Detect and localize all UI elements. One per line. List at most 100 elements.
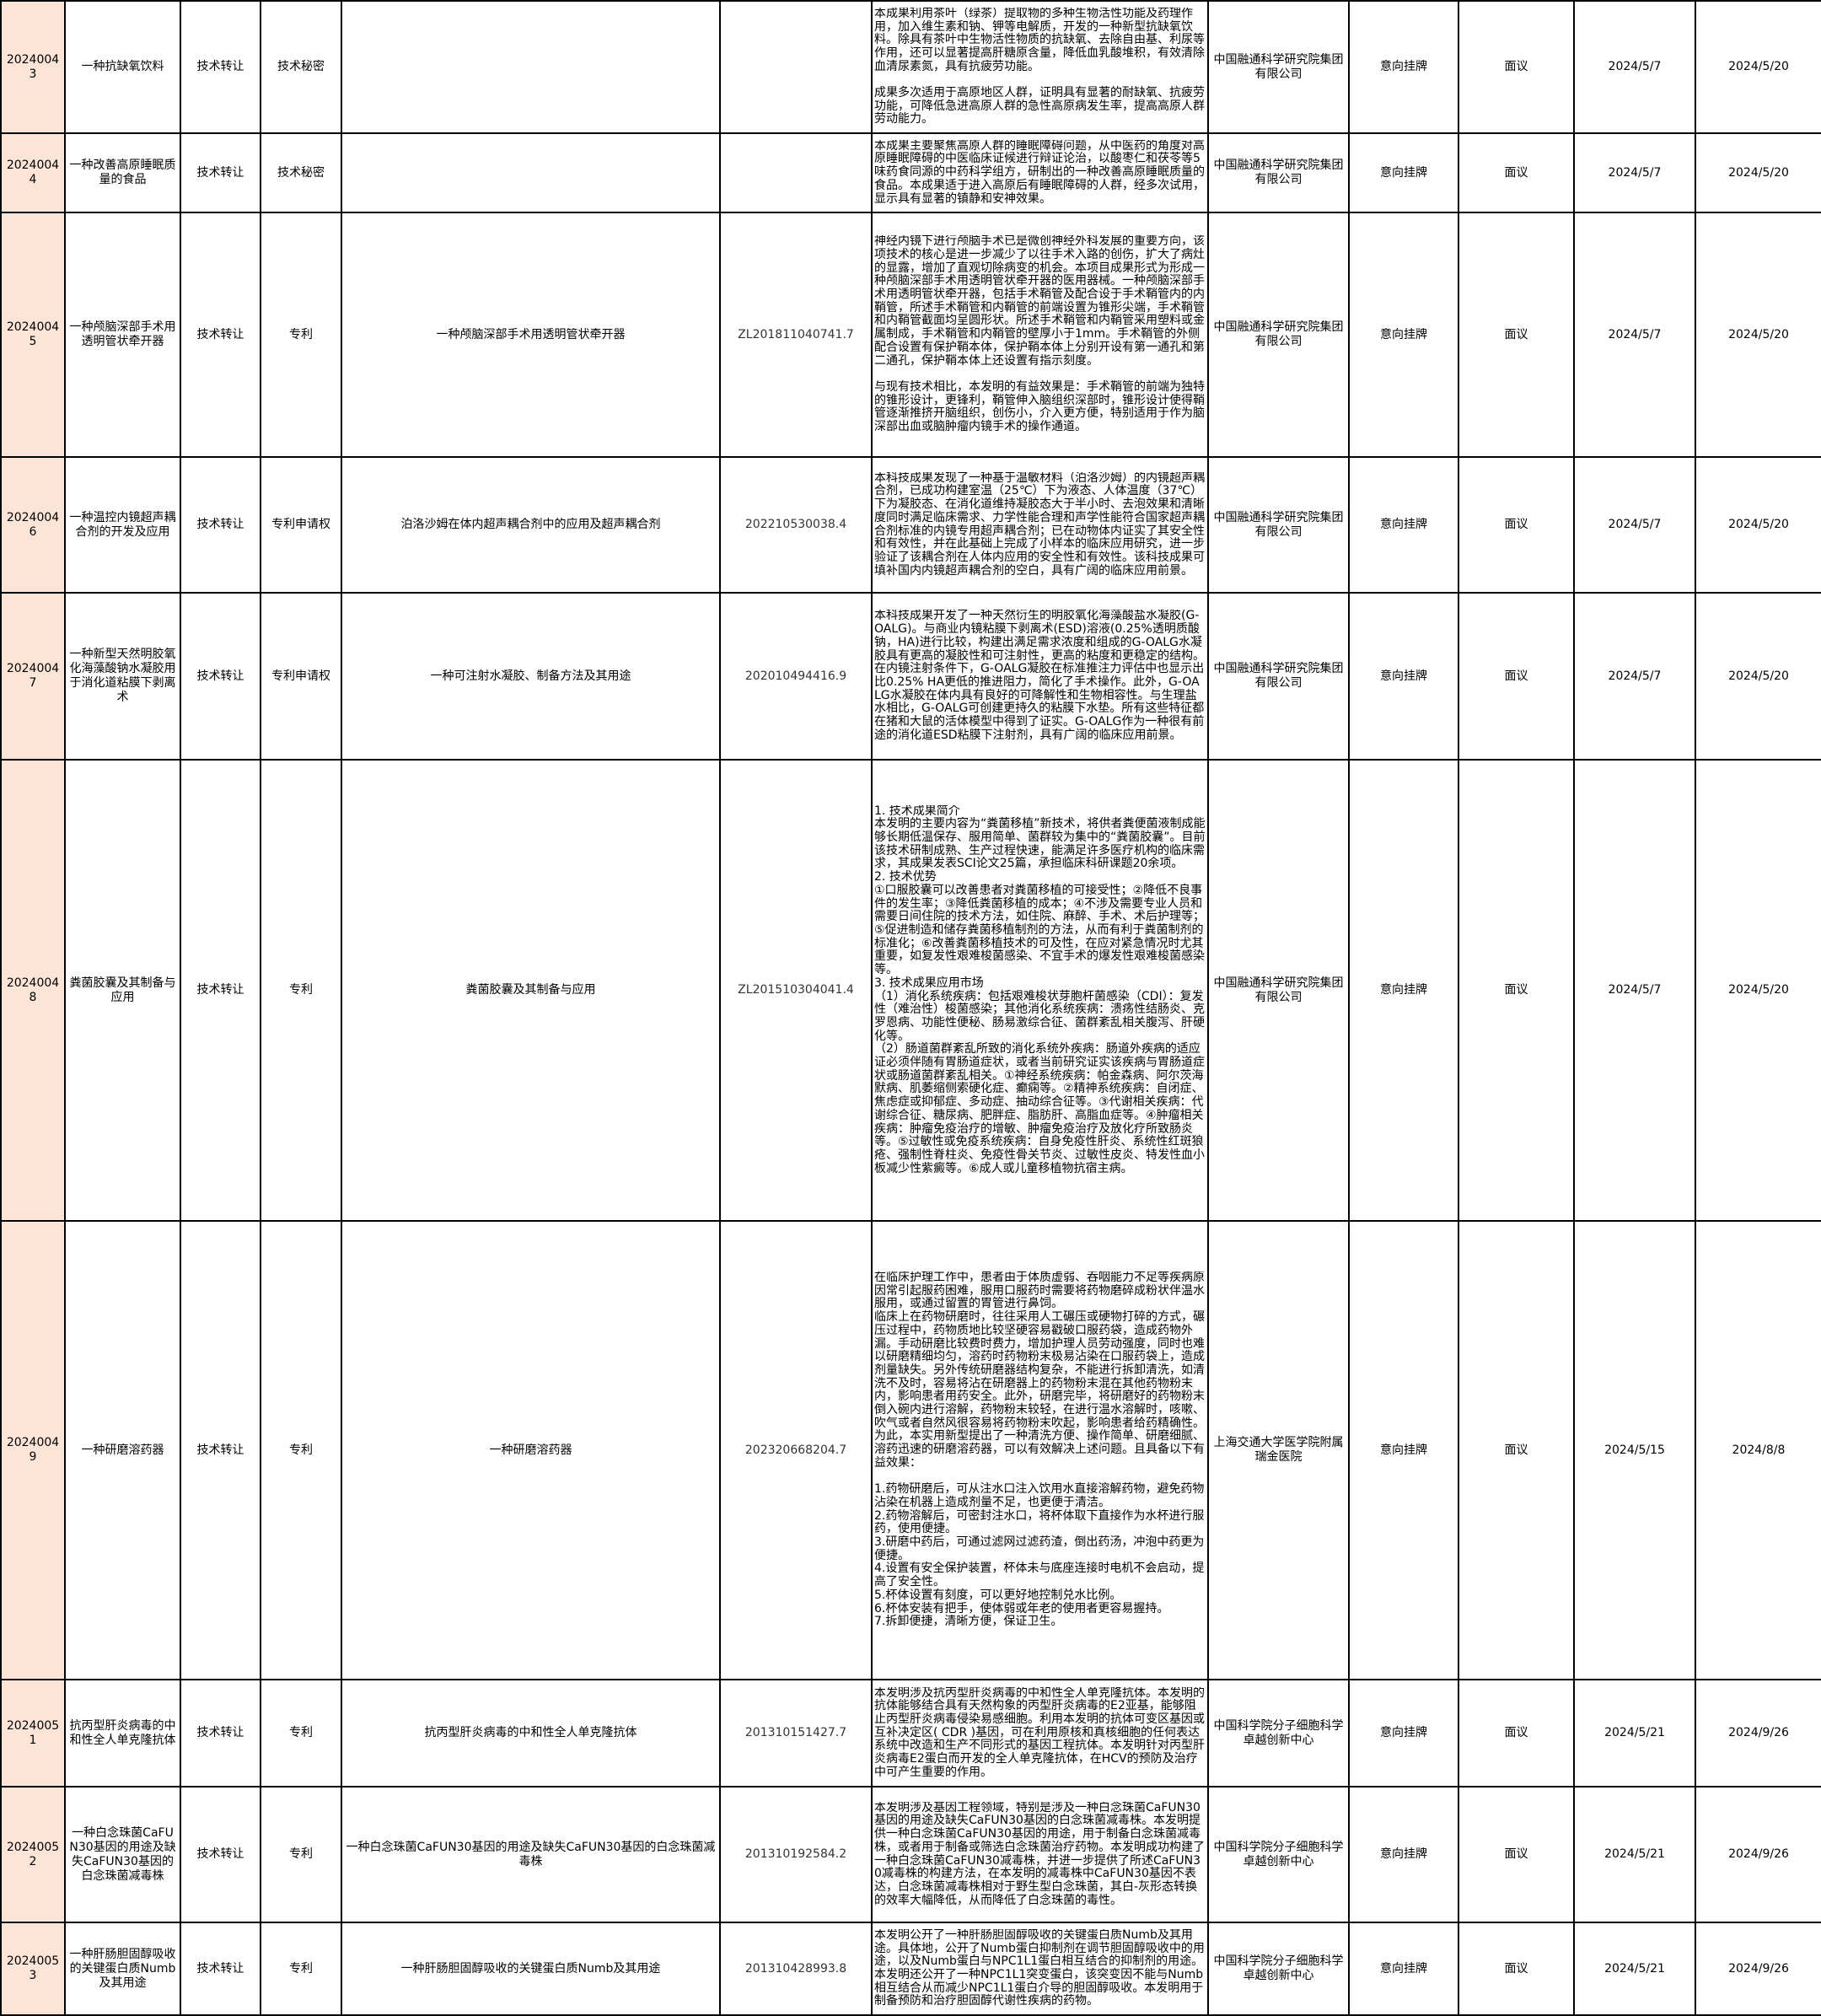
- price-cell[interactable]: 面议: [1458, 1786, 1575, 1923]
- listing-type-cell[interactable]: 意向挂牌: [1348, 1922, 1459, 2016]
- organization-cell[interactable]: 中国科学院分子细胞科学卓越创新中心: [1207, 1786, 1350, 1923]
- ip-type-cell[interactable]: 专利: [260, 212, 342, 458]
- transfer-mode-cell[interactable]: 技术转让: [180, 759, 261, 1222]
- patent-number-cell[interactable]: ZL201811040741.7: [719, 212, 873, 458]
- patent-number-cell[interactable]: 201310192584.2: [719, 1786, 873, 1923]
- name-cell[interactable]: 粪菌胶囊及其制备与应用: [64, 759, 181, 1222]
- listing-type-cell[interactable]: 意向挂牌: [1348, 0, 1459, 134]
- organization-cell[interactable]: 中国融通科学研究院集团有限公司: [1207, 0, 1350, 134]
- organization-cell[interactable]: 中国融通科学研究院集团有限公司: [1207, 132, 1350, 213]
- price-cell[interactable]: 面议: [1458, 592, 1575, 761]
- transfer-mode-cell[interactable]: 技术转让: [180, 1679, 261, 1788]
- name-cell[interactable]: 一种抗缺氧饮料: [64, 0, 181, 134]
- description-cell[interactable]: 在临床护理工作中，患者由于体质虚弱、吞咽能力不足等疾病原因常引起服药困难，服用口…: [871, 1220, 1209, 1680]
- price-cell[interactable]: 面议: [1458, 0, 1575, 134]
- listing-type-cell[interactable]: 意向挂牌: [1348, 132, 1459, 213]
- id-cell[interactable]: 20240045: [0, 212, 66, 458]
- organization-cell[interactable]: 中国融通科学研究院集团有限公司: [1207, 456, 1350, 594]
- listing-type-cell[interactable]: 意向挂牌: [1348, 759, 1459, 1222]
- description-cell[interactable]: 本发明公开了一种肝肠胆固醇吸收的关键蛋白质Numb及其用途。具体地，公开了Num…: [871, 1922, 1209, 2016]
- patent-number-cell[interactable]: 202320668204.7: [719, 1220, 873, 1680]
- patent-name-cell[interactable]: 一种白念珠菌CaFUN30基因的用途及缺失CaFUN30基因的白念珠菌减毒株: [341, 1786, 721, 1923]
- id-cell[interactable]: 20240043: [0, 0, 66, 134]
- transfer-mode-cell[interactable]: 技术转让: [180, 132, 261, 213]
- ip-type-cell[interactable]: 专利: [260, 759, 342, 1222]
- description-cell[interactable]: 本发明涉及抗丙型肝炎病毒的中和性全人单克隆抗体。本发明的抗体能够结合具有天然构象…: [871, 1679, 1209, 1788]
- listing-type-cell[interactable]: 意向挂牌: [1348, 1679, 1459, 1788]
- listing-type-cell[interactable]: 意向挂牌: [1348, 1786, 1459, 1923]
- organization-cell[interactable]: 上海交通大学医学院附属瑞金医院: [1207, 1220, 1350, 1680]
- price-cell[interactable]: 面议: [1458, 1679, 1575, 1788]
- ip-type-cell[interactable]: 技术秘密: [260, 0, 342, 134]
- name-cell[interactable]: 一种研磨溶药器: [64, 1220, 181, 1680]
- end-date-cell[interactable]: 2024/5/20: [1695, 212, 1821, 458]
- patent-number-cell[interactable]: 202010494416.9: [719, 592, 873, 761]
- ip-type-cell[interactable]: 专利: [260, 1786, 342, 1923]
- end-date-cell[interactable]: 2024/5/20: [1695, 456, 1821, 594]
- id-cell[interactable]: 20240048: [0, 759, 66, 1222]
- organization-cell[interactable]: 中国融通科学研究院集团有限公司: [1207, 592, 1350, 761]
- description-cell[interactable]: 1. 技术成果简介 本发明的主要内容为“粪菌移植”新技术，将供者粪便菌液制成能够…: [871, 759, 1209, 1222]
- price-cell[interactable]: 面议: [1458, 1220, 1575, 1680]
- start-date-cell[interactable]: 2024/5/7: [1573, 759, 1696, 1222]
- listing-type-cell[interactable]: 意向挂牌: [1348, 456, 1459, 594]
- patent-number-cell[interactable]: [719, 0, 873, 134]
- id-cell[interactable]: 20240051: [0, 1679, 66, 1788]
- patent-number-cell[interactable]: 201310151427.7: [719, 1679, 873, 1788]
- id-cell[interactable]: 20240047: [0, 592, 66, 761]
- name-cell[interactable]: 一种肝肠胆固醇吸收的关键蛋白质Numb及其用途: [64, 1922, 181, 2016]
- start-date-cell[interactable]: 2024/5/7: [1573, 592, 1696, 761]
- patent-name-cell[interactable]: 一种研磨溶药器: [341, 1220, 721, 1680]
- patent-number-cell[interactable]: 201310428993.8: [719, 1922, 873, 2016]
- organization-cell[interactable]: 中国科学院分子细胞科学卓越创新中心: [1207, 1679, 1350, 1788]
- patent-number-cell[interactable]: 202210530038.4: [719, 456, 873, 594]
- start-date-cell[interactable]: 2024/5/15: [1573, 1220, 1696, 1680]
- end-date-cell[interactable]: 2024/5/20: [1695, 0, 1821, 134]
- organization-cell[interactable]: 中国科学院分子细胞科学卓越创新中心: [1207, 1922, 1350, 2016]
- price-cell[interactable]: 面议: [1458, 759, 1575, 1222]
- name-cell[interactable]: 一种温控内镜超声耦合剂的开发及应用: [64, 456, 181, 594]
- start-date-cell[interactable]: 2024/5/7: [1573, 456, 1696, 594]
- id-cell[interactable]: 20240052: [0, 1786, 66, 1923]
- transfer-mode-cell[interactable]: 技术转让: [180, 0, 261, 134]
- start-date-cell[interactable]: 2024/5/7: [1573, 0, 1696, 134]
- patent-name-cell[interactable]: [341, 132, 721, 213]
- description-cell[interactable]: 神经内镜下进行颅脑手术已是微创神经外科发展的重要方向，该项技术的核心是进一步减少…: [871, 212, 1209, 458]
- description-cell[interactable]: 本成果利用茶叶（绿茶）提取物的多种生物活性功能及药理作用，加入维生素和钠、钾等电…: [871, 0, 1209, 134]
- transfer-mode-cell[interactable]: 技术转让: [180, 456, 261, 594]
- organization-cell[interactable]: 中国融通科学研究院集团有限公司: [1207, 212, 1350, 458]
- patent-name-cell[interactable]: 粪菌胶囊及其制备与应用: [341, 759, 721, 1222]
- organization-cell[interactable]: 中国融通科学研究院集团有限公司: [1207, 759, 1350, 1222]
- ip-type-cell[interactable]: 专利: [260, 1220, 342, 1680]
- description-cell[interactable]: 本科技成果发现了一种基于温敏材料（泊洛沙姆）的内镜超声耦合剂，已成功构建室温（2…: [871, 456, 1209, 594]
- id-cell[interactable]: 20240044: [0, 132, 66, 213]
- start-date-cell[interactable]: 2024/5/7: [1573, 212, 1696, 458]
- end-date-cell[interactable]: 2024/9/26: [1695, 1922, 1821, 2016]
- name-cell[interactable]: 一种改善高原睡眠质量的食品: [64, 132, 181, 213]
- id-cell[interactable]: 20240046: [0, 456, 66, 594]
- ip-type-cell[interactable]: 专利: [260, 1922, 342, 2016]
- end-date-cell[interactable]: 2024/5/20: [1695, 759, 1821, 1222]
- name-cell[interactable]: 抗丙型肝炎病毒的中和性全人单克隆抗体: [64, 1679, 181, 1788]
- id-cell[interactable]: 20240053: [0, 1922, 66, 2016]
- description-cell[interactable]: 本科技成果开发了一种天然衍生的明胶氧化海藻酸盐水凝胶(G-OALG)。与商业内镜…: [871, 592, 1209, 761]
- patent-name-cell[interactable]: 抗丙型肝炎病毒的中和性全人单克隆抗体: [341, 1679, 721, 1788]
- price-cell[interactable]: 面议: [1458, 456, 1575, 594]
- end-date-cell[interactable]: 2024/9/26: [1695, 1679, 1821, 1788]
- price-cell[interactable]: 面议: [1458, 1922, 1575, 2016]
- ip-type-cell[interactable]: 专利申请权: [260, 456, 342, 594]
- patent-name-cell[interactable]: 一种肝肠胆固醇吸收的关键蛋白质Numb及其用途: [341, 1922, 721, 2016]
- name-cell[interactable]: 一种新型天然明胶氧化海藻酸钠水凝胶用于消化道粘膜下剥离术: [64, 592, 181, 761]
- end-date-cell[interactable]: 2024/5/20: [1695, 132, 1821, 213]
- name-cell[interactable]: 一种颅脑深部手术用透明管状牵开器: [64, 212, 181, 458]
- transfer-mode-cell[interactable]: 技术转让: [180, 212, 261, 458]
- listing-type-cell[interactable]: 意向挂牌: [1348, 212, 1459, 458]
- listing-type-cell[interactable]: 意向挂牌: [1348, 592, 1459, 761]
- listing-type-cell[interactable]: 意向挂牌: [1348, 1220, 1459, 1680]
- end-date-cell[interactable]: 2024/9/26: [1695, 1786, 1821, 1923]
- transfer-mode-cell[interactable]: 技术转让: [180, 592, 261, 761]
- description-cell[interactable]: 本发明涉及基因工程领域，特别是涉及一种白念珠菌CaFUN30基因的用途及缺失Ca…: [871, 1786, 1209, 1923]
- patent-name-cell[interactable]: 泊洛沙姆在体内超声耦合剂中的应用及超声耦合剂: [341, 456, 721, 594]
- ip-type-cell[interactable]: 专利: [260, 1679, 342, 1788]
- transfer-mode-cell[interactable]: 技术转让: [180, 1786, 261, 1923]
